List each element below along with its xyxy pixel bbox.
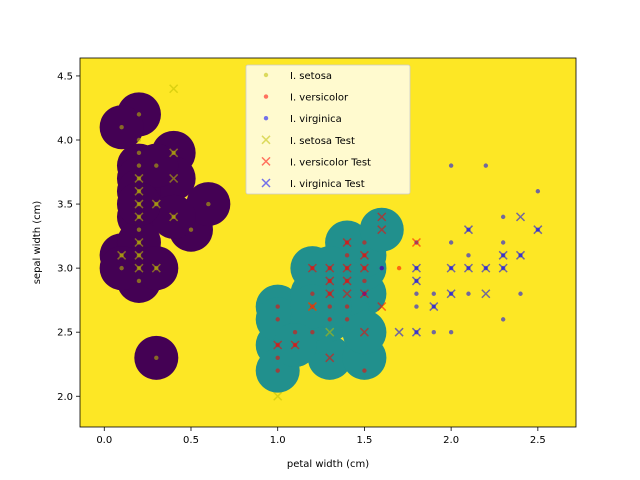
data-point: [345, 304, 349, 308]
legend-label: I. setosa: [290, 71, 332, 82]
data-point: [484, 163, 488, 167]
legend-label: I. versicolor Test: [290, 157, 371, 168]
data-point: [137, 163, 141, 167]
y-axis: 2.0 2.5 3.0 3.5 4.0 4.5: [57, 71, 80, 402]
data-point: [310, 292, 314, 296]
data-point: [362, 368, 366, 372]
data-point: [276, 304, 280, 308]
data-point: [536, 189, 540, 193]
legend-marker: [264, 94, 268, 98]
data-point: [293, 330, 297, 334]
data-point: [432, 330, 436, 334]
data-point: [501, 240, 505, 244]
data-point: [276, 317, 280, 321]
data-point: [397, 266, 401, 270]
x-tick-label: 0.5: [183, 435, 199, 446]
data-point: [310, 330, 314, 334]
data-point: [137, 138, 141, 142]
data-point: [449, 163, 453, 167]
legend-label: I. versicolor: [290, 93, 349, 104]
data-point: [206, 202, 210, 206]
data-point: [501, 317, 505, 321]
data-point: [345, 253, 349, 257]
legend-marker: [264, 73, 268, 77]
data-point: [362, 279, 366, 283]
x-axis-label: petal width (cm): [287, 459, 369, 470]
data-point: [449, 330, 453, 334]
x-tick-label: 1.0: [270, 435, 286, 446]
y-axis-label: sepal width (cm): [32, 201, 43, 285]
data-point: [466, 253, 470, 257]
data-point: [449, 240, 453, 244]
data-point: [154, 163, 158, 167]
data-point: [276, 368, 280, 372]
data-point: [501, 215, 505, 219]
y-tick-label: 4.0: [57, 136, 73, 147]
y-tick-label: 2.5: [57, 328, 73, 339]
legend: I. setosa I. versicolor I. virginica I. set…: [246, 65, 410, 194]
data-point: [466, 292, 470, 296]
y-tick-label: 3.5: [57, 200, 73, 211]
data-point: [362, 240, 366, 244]
data-point: [380, 266, 384, 270]
data-point: [119, 125, 123, 129]
legend-label: I. virginica Test: [290, 179, 365, 190]
data-point: [518, 292, 522, 296]
x-tick-label: 2.5: [530, 435, 546, 446]
y-tick-label: 2.0: [57, 392, 73, 403]
y-tick-label: 4.5: [57, 71, 73, 82]
data-point: [154, 356, 158, 360]
data-point: [119, 266, 123, 270]
data-point: [345, 317, 349, 321]
x-axis: 0.0 0.5 1.0 1.5 2.0 2.5: [96, 427, 545, 446]
data-point: [137, 227, 141, 231]
data-point: [276, 356, 280, 360]
legend-box: [246, 65, 410, 194]
legend-marker: [264, 116, 268, 120]
data-point: [414, 292, 418, 296]
data-point: [137, 279, 141, 283]
data-point: [328, 317, 332, 321]
legend-label: I. setosa Test: [290, 136, 355, 147]
data-point: [189, 227, 193, 231]
x-tick-label: 0.0: [96, 435, 112, 446]
legend-label: I. virginica: [290, 114, 342, 125]
data-point: [137, 151, 141, 155]
x-tick-label: 1.5: [356, 435, 372, 446]
x-tick-label: 2.0: [443, 435, 459, 446]
data-point: [414, 304, 418, 308]
data-point: [137, 112, 141, 116]
data-point: [328, 304, 332, 308]
y-tick-label: 3.0: [57, 264, 73, 275]
data-point: [432, 292, 436, 296]
